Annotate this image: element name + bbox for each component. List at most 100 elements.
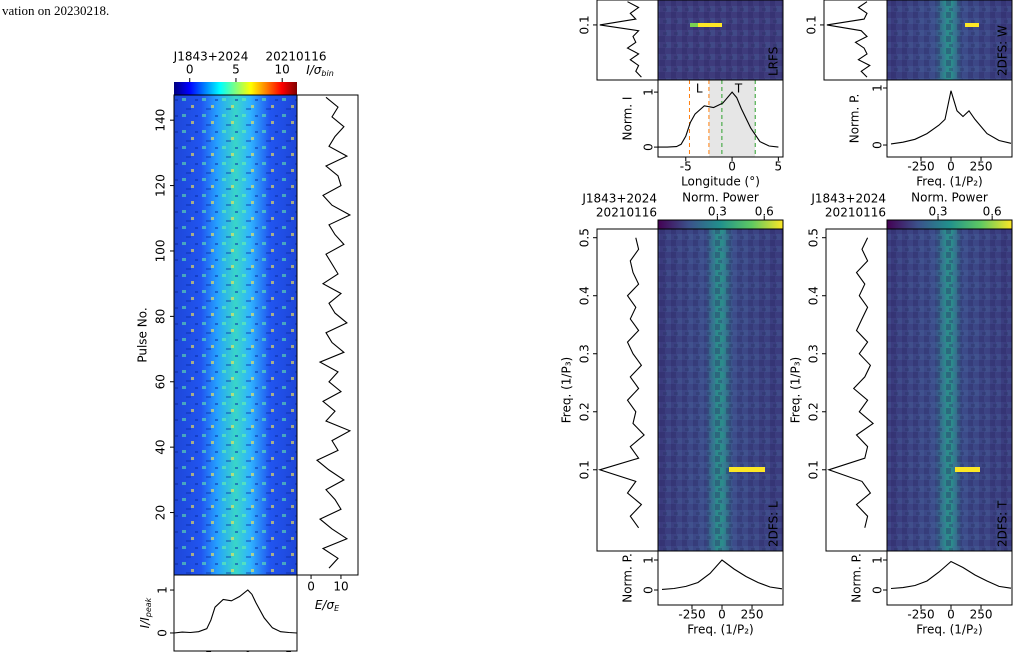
2dfs-texture bbox=[887, 229, 1012, 551]
profile-line bbox=[599, 1, 642, 78]
y-tick-label: 0.5 bbox=[807, 228, 821, 247]
profile-line bbox=[173, 589, 298, 634]
axes-frame bbox=[173, 574, 298, 652]
x-axis-label: Freq. (1/P₂) bbox=[687, 623, 753, 637]
y-tick-label: 1 bbox=[642, 88, 656, 96]
y-tick-label: 120 bbox=[154, 174, 168, 197]
colorbar-label: I/σbin bbox=[306, 63, 334, 78]
panel-label: 2DFS: T bbox=[996, 500, 1010, 547]
axes-frame bbox=[886, 79, 1013, 158]
x-axis-label-main: E/σ bbox=[315, 598, 335, 612]
x-tick-label: 0 bbox=[728, 160, 736, 174]
y-axis-label: Norm. P. bbox=[848, 94, 862, 144]
axes-frame bbox=[596, 228, 659, 552]
x-tick-label: 0 bbox=[244, 650, 252, 652]
y-axis-label: Norm. I bbox=[621, 97, 635, 141]
y-tick-label: 60 bbox=[154, 374, 168, 389]
y-tick-label: 0 bbox=[871, 586, 885, 594]
y-tick-label: 100 bbox=[154, 240, 168, 263]
x-tick-label: 0.6 bbox=[983, 205, 1002, 219]
x-tick-label: 250 bbox=[970, 160, 993, 174]
x-tick-label: 0 bbox=[947, 608, 955, 622]
axes-frame bbox=[825, 228, 888, 552]
y-tick-label: 20 bbox=[154, 505, 168, 520]
profile-line bbox=[315, 96, 352, 569]
colorbar-label-sub: bin bbox=[321, 69, 333, 78]
pulse-stack-texture bbox=[174, 95, 297, 575]
profile-line bbox=[890, 560, 1012, 590]
y-tick-label: 0 bbox=[642, 586, 656, 594]
y-tick-label: 1 bbox=[871, 84, 885, 92]
x-tick-label: 0 bbox=[947, 160, 955, 174]
pulsar-name: J1843+2024 bbox=[810, 192, 886, 206]
axes-frame bbox=[596, 0, 659, 81]
x-tick-label: 10 bbox=[275, 63, 290, 77]
2dfs-feature bbox=[965, 23, 979, 27]
profile-line bbox=[661, 559, 783, 590]
y-tick-label: 1 bbox=[871, 556, 885, 564]
component-label: L bbox=[696, 82, 703, 96]
y-axis-label-main: I/I bbox=[138, 617, 152, 629]
y-tick-label: 0.3 bbox=[578, 344, 592, 363]
obs-date: 20210116 bbox=[265, 50, 326, 64]
x-tick-label: 250 bbox=[741, 608, 764, 622]
y-tick-label: 0.1 bbox=[578, 15, 592, 34]
y-tick-label: 0.2 bbox=[807, 402, 821, 421]
y-tick-label: 1 bbox=[642, 556, 656, 564]
y-tick-label: 0.2 bbox=[578, 402, 592, 421]
axes-frame bbox=[886, 550, 1013, 606]
obs-date: 20210116 bbox=[825, 206, 886, 220]
y-tick-label: 0.1 bbox=[807, 460, 821, 479]
caption: vation on 20230218. bbox=[2, 3, 109, 18]
x-tick-label: -250 bbox=[907, 160, 934, 174]
x-tick-label: 0 bbox=[307, 580, 315, 594]
y-tick-label: 40 bbox=[154, 440, 168, 455]
axes-frame bbox=[657, 550, 784, 606]
x-tick-label: 5 bbox=[775, 160, 783, 174]
component-label: T bbox=[734, 82, 743, 96]
axes-frame bbox=[823, 0, 888, 81]
x-tick-label: 0 bbox=[186, 63, 194, 77]
y-tick-label: 140 bbox=[154, 109, 168, 132]
profile-line bbox=[658, 91, 779, 148]
pulsar-name: J1843+2024 bbox=[581, 192, 657, 206]
y-tick-label: 0.4 bbox=[807, 286, 821, 305]
y-axis-label: Norm. P. bbox=[621, 553, 635, 603]
panel-label: 2DFS: W bbox=[996, 25, 1010, 76]
panel-label: LRFS bbox=[767, 47, 781, 76]
x-tick-label: 0.3 bbox=[708, 205, 727, 219]
colorbar-label-main: I/σ bbox=[306, 63, 322, 77]
y-axis-label-sub: peak bbox=[144, 597, 153, 618]
axes-frame bbox=[296, 94, 359, 576]
y-tick-label: 0.3 bbox=[807, 344, 821, 363]
profile-line bbox=[597, 237, 645, 529]
x-axis-label-sub: E bbox=[334, 604, 340, 613]
y-tick-label: 0.1 bbox=[578, 460, 592, 479]
y-axis-label: Freq. (1/P₃) bbox=[560, 357, 574, 423]
x-tick-label: 0 bbox=[718, 608, 726, 622]
x-axis-label: Freq. (1/P₂) bbox=[916, 175, 982, 189]
2dfs-texture bbox=[887, 0, 1012, 80]
pulsar-name: J1843+2024 bbox=[173, 50, 249, 64]
y-tick-label: 0.1 bbox=[805, 15, 819, 34]
y-axis-label: Freq. (1/P₃) bbox=[789, 357, 803, 423]
x-axis-label: E/σE bbox=[315, 598, 340, 613]
profile-line bbox=[826, 1, 871, 78]
panel-label: 2DFS: L bbox=[767, 501, 781, 547]
x-tick-label: 0.3 bbox=[928, 205, 947, 219]
colorbar bbox=[887, 220, 1012, 229]
y-tick-label: 0 bbox=[156, 629, 170, 637]
y-tick-label: 0.4 bbox=[578, 286, 592, 305]
x-tick-label: 10 bbox=[333, 580, 348, 594]
lrfs-texture bbox=[658, 0, 783, 80]
colorbar bbox=[658, 220, 783, 229]
y-tick-label: 80 bbox=[154, 309, 168, 324]
lrfs-feature bbox=[690, 23, 698, 27]
x-tick-label: 0.6 bbox=[755, 205, 774, 219]
axes-frame bbox=[657, 79, 784, 158]
colorbar-label: Norm. Power bbox=[911, 191, 988, 205]
obs-date: 20210116 bbox=[596, 206, 657, 220]
y-tick-label: 0.5 bbox=[578, 228, 592, 247]
